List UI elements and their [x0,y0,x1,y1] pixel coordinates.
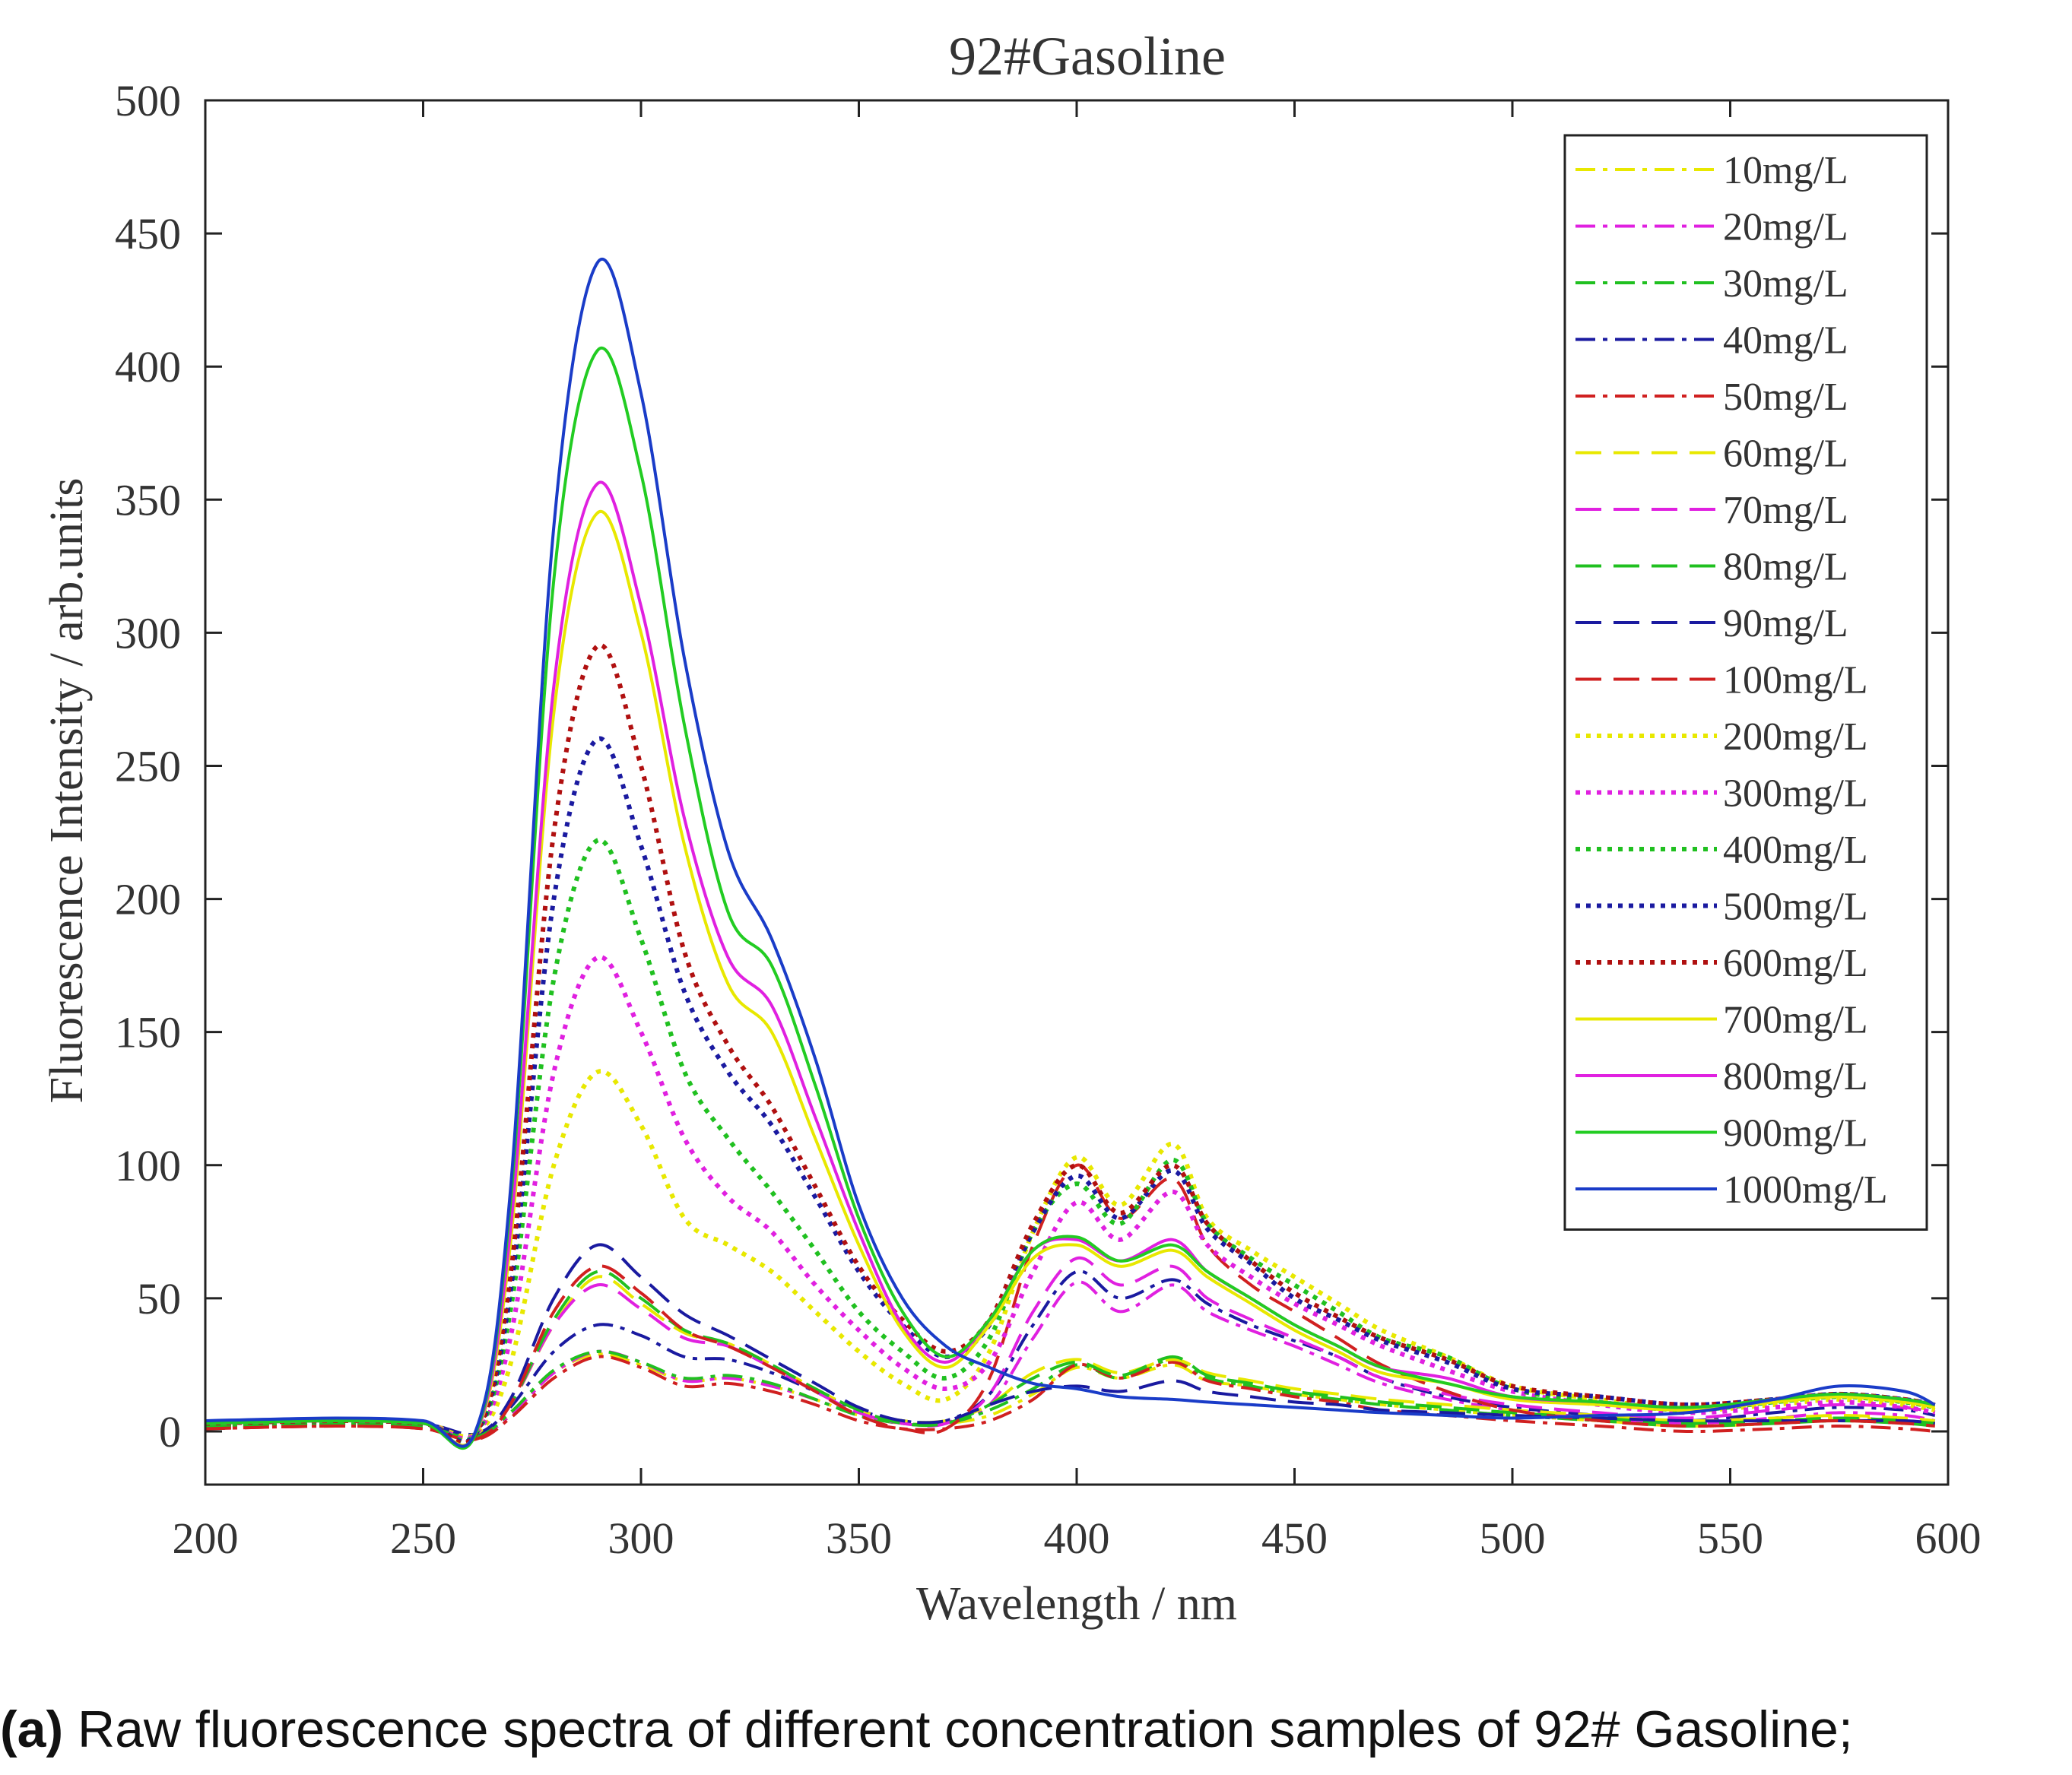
legend-label: 1000mg/L [1723,1168,1888,1212]
series-line-9 [205,1243,1935,1437]
x-tick-label: 550 [1697,1514,1763,1563]
x-tick-label: 600 [1915,1514,1982,1563]
series-line-10 [205,1163,1935,1442]
x-tick-label: 450 [1261,1514,1328,1563]
legend: 10mg/L 20mg/L 30mg/L 40mg/L 50mg/L 60mg/L 70mg… [1563,134,1928,1231]
legend-label: 700mg/L [1723,999,1868,1042]
legend-box [1563,134,1928,1231]
legend-label: 20mg/L [1723,206,1848,249]
y-tick-label: 50 [137,1274,181,1323]
y-tick-label: 150 [115,1008,181,1057]
y-tick-label: 250 [115,741,181,791]
caption-label: (a) [0,1701,64,1758]
y-tick-label: 200 [115,875,181,924]
figure-caption: (a) Raw fluorescence spectra of differen… [0,1691,2072,1767]
y-tick-label: 100 [115,1141,181,1190]
series-line-7 [205,1256,1936,1439]
legend-label: 10mg/L [1723,149,1848,192]
x-tick-label: 350 [826,1514,892,1563]
legend-label: 30mg/L [1723,262,1848,306]
y-tick-label: 300 [115,608,181,658]
x-tick-label: 500 [1480,1514,1546,1563]
y-tick-label: 0 [159,1407,181,1456]
legend-label: 400mg/L [1723,829,1868,872]
series-line-5 [205,1355,1935,1441]
legend-label: 50mg/L [1723,376,1848,419]
y-tick-label: 350 [115,475,181,525]
series-line-8 [205,1269,1935,1439]
legend-label: 100mg/L [1723,659,1868,702]
x-axis-label: Wavelength / nm [916,1578,1237,1630]
legend-label: 60mg/L [1723,433,1848,476]
x-tick-label: 200 [173,1514,239,1563]
x-tick-label: 250 [390,1514,456,1563]
series-line-18 [205,347,1936,1450]
legend-label: 90mg/L [1723,602,1848,645]
legend-label: 300mg/L [1723,772,1868,816]
series-line-19 [205,258,1936,1448]
y-tick-label: 450 [115,209,181,258]
legend-label: 70mg/L [1723,489,1848,532]
legend-label: 800mg/L [1723,1055,1868,1098]
fluorescence-chart: 92#Gasoline 200 250 300 350 400 450 500 550 600 0… [41,26,1982,1630]
legend-label: 40mg/L [1723,319,1848,363]
legend-label: 80mg/L [1723,546,1848,589]
legend-label: 900mg/L [1723,1112,1868,1155]
y-tick-label: 400 [115,342,181,391]
series-line-15 [205,642,1936,1446]
legend-label: 200mg/L [1723,715,1868,759]
chart-title: 92#Gasoline [949,26,1226,87]
y-axis-label: Fluorescence Intensity / arb.units [41,477,93,1103]
legend-label: 500mg/L [1723,886,1868,929]
legend-label: 600mg/L [1723,942,1868,985]
x-tick-label: 300 [608,1514,674,1563]
y-tick-label: 500 [115,76,181,125]
caption-text: Raw fluorescence spectra of different co… [63,1701,1853,1758]
x-tick-label: 400 [1044,1514,1110,1563]
